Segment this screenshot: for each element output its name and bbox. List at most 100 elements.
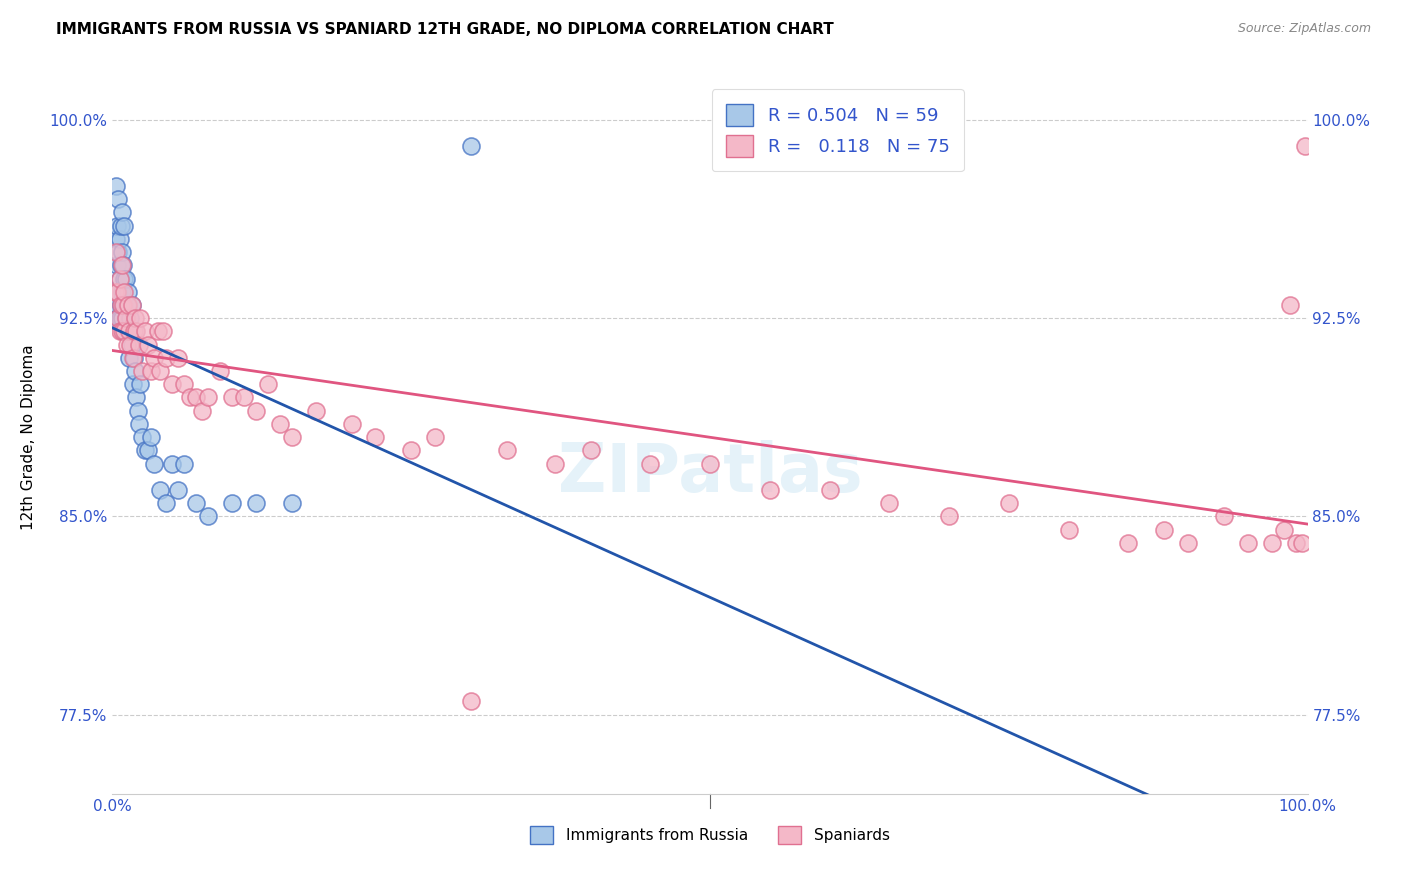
Point (117, 285, 139, 299)
Point (152, 324, 174, 338)
Point (120, 337, 142, 351)
Point (1272, 523, 1295, 537)
Point (115, 298, 138, 312)
Point (1285, 536, 1308, 550)
Point (155, 351, 177, 365)
Point (107, 311, 129, 326)
Point (460, 694, 482, 708)
Point (759, 483, 782, 497)
Point (938, 509, 960, 524)
Point (162, 377, 183, 392)
Point (699, 457, 721, 471)
Point (221, 496, 243, 510)
Text: Source: ZipAtlas.com: Source: ZipAtlas.com (1237, 22, 1371, 36)
Point (114, 311, 136, 326)
Point (173, 457, 195, 471)
Point (114, 298, 135, 312)
Point (114, 324, 135, 338)
Point (1057, 523, 1080, 537)
Point (121, 351, 143, 365)
Point (209, 364, 232, 378)
Point (143, 351, 166, 365)
Point (425, 430, 447, 444)
Text: ZIPatlas: ZIPatlas (558, 440, 862, 506)
Point (146, 324, 169, 338)
Point (107, 245, 129, 260)
Point (401, 443, 423, 458)
Y-axis label: 12th Grade, No Diploma: 12th Grade, No Diploma (21, 344, 35, 530)
Point (121, 298, 143, 312)
Point (129, 311, 152, 326)
Point (110, 298, 132, 312)
Point (108, 324, 131, 338)
Point (117, 324, 139, 338)
Point (149, 483, 172, 497)
Point (186, 496, 208, 510)
Point (340, 417, 363, 431)
Point (139, 364, 162, 378)
Point (143, 457, 166, 471)
Point (221, 391, 243, 405)
Point (128, 417, 150, 431)
Point (104, 298, 127, 312)
Point (118, 324, 141, 338)
Point (118, 351, 141, 365)
Point (579, 443, 602, 458)
Point (114, 219, 135, 233)
Point (269, 417, 291, 431)
Point (1294, 139, 1316, 153)
Point (496, 443, 519, 458)
Point (305, 403, 328, 417)
Point (112, 258, 135, 272)
Point (179, 391, 201, 405)
Point (122, 324, 145, 338)
Point (111, 324, 134, 338)
Point (105, 285, 128, 299)
Point (128, 337, 150, 351)
Point (879, 496, 901, 510)
Point (112, 324, 135, 338)
Text: IMMIGRANTS FROM RUSSIA VS SPANIARD 12TH GRADE, NO DIPLOMA CORRELATION CHART: IMMIGRANTS FROM RUSSIA VS SPANIARD 12TH … (56, 22, 834, 37)
Point (138, 443, 160, 458)
Point (114, 324, 135, 338)
Point (1213, 509, 1236, 524)
Point (1237, 536, 1260, 550)
Point (108, 232, 131, 246)
Point (197, 391, 219, 405)
Point (1177, 536, 1199, 550)
Point (127, 403, 149, 417)
Point (281, 430, 304, 444)
Point (134, 443, 156, 458)
Point (125, 324, 148, 338)
Point (129, 377, 152, 392)
Point (121, 337, 143, 351)
Point (1118, 536, 1140, 550)
Point (998, 496, 1021, 510)
Point (186, 391, 208, 405)
Point (108, 271, 131, 285)
Point (120, 311, 142, 326)
Point (107, 192, 129, 206)
Point (257, 377, 280, 392)
Point (105, 232, 128, 246)
Point (114, 271, 135, 285)
Point (131, 430, 153, 444)
Point (245, 403, 267, 417)
Point (245, 496, 267, 510)
Point (1278, 298, 1301, 312)
Point (114, 285, 135, 299)
Point (197, 509, 219, 524)
Point (1291, 536, 1313, 550)
Point (112, 298, 135, 312)
Point (364, 430, 387, 444)
Point (155, 496, 177, 510)
Point (191, 403, 214, 417)
Point (121, 377, 143, 392)
Point (124, 364, 146, 378)
Point (139, 430, 162, 444)
Point (112, 298, 135, 312)
Point (110, 219, 132, 233)
Point (138, 337, 160, 351)
Point (134, 324, 156, 338)
Point (111, 245, 134, 260)
